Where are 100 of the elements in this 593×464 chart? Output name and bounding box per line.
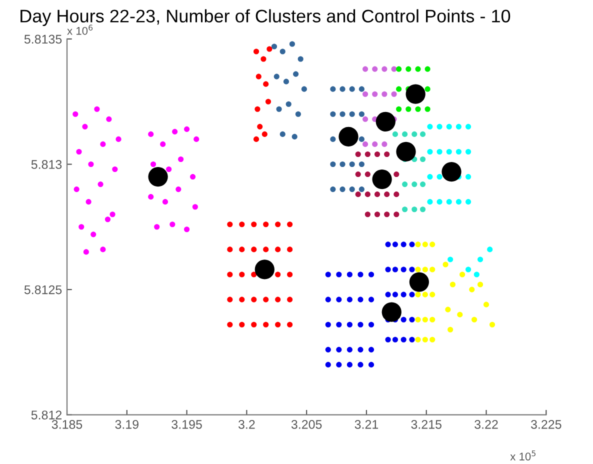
point [253,48,260,54]
point [148,194,154,200]
point [336,296,342,302]
point [364,172,370,178]
point [409,336,415,342]
point [227,272,233,278]
point [427,174,433,180]
point [330,186,336,192]
point [100,246,106,252]
point [412,182,418,188]
point [450,282,456,288]
point [364,212,370,218]
point [340,111,346,117]
point [460,272,466,278]
point [427,124,433,130]
point [430,242,436,248]
point [372,141,378,147]
point [253,136,260,142]
point [402,206,408,212]
point [368,272,374,278]
x-tick-label: 3.205 [291,420,322,429]
point [100,141,106,147]
point [325,362,331,368]
point [289,41,295,47]
point [400,266,406,272]
point [110,212,116,218]
point [104,216,111,222]
point [227,296,233,302]
point [400,316,406,322]
point [160,141,166,147]
point [346,322,352,328]
point [90,232,96,238]
point [330,136,336,142]
point [358,186,364,192]
point [394,172,400,178]
point [466,199,472,205]
point [340,86,346,92]
point [358,272,364,278]
x-tick-label: 3.19 [115,420,138,429]
point [420,156,426,162]
point [194,136,200,142]
point [422,242,428,248]
point [466,124,472,130]
point [384,151,390,158]
point [384,212,390,218]
point [374,192,380,198]
x-tick-label: 3.21 [354,420,378,429]
point [83,249,89,255]
y-tick-label: 5.8135 [24,34,62,44]
point [72,111,78,117]
point [427,148,433,155]
point [106,116,112,122]
point [368,296,374,302]
point [422,292,428,298]
point [184,226,190,232]
point [88,161,94,168]
point [472,316,478,322]
point [116,136,122,142]
point [280,48,286,54]
point [271,44,278,50]
point [287,246,293,252]
point [477,282,484,288]
point [358,136,364,142]
point [385,266,391,272]
point [166,166,172,172]
text: x 10$^{6}$ [67,24,93,35]
point [74,186,80,192]
point [349,86,355,92]
point [358,322,364,328]
point [276,106,282,112]
point [355,192,361,198]
point [436,199,442,205]
point [394,192,400,198]
x-tick-label: 3.225 [530,420,562,429]
point [325,272,331,278]
point [436,174,442,180]
point [239,322,245,328]
point [422,336,428,342]
point [409,316,415,322]
point [385,292,391,298]
point [436,148,442,155]
point [415,266,421,272]
point [325,346,331,352]
point [86,199,92,205]
point [456,148,462,155]
point [150,161,156,168]
point [430,266,436,272]
point [362,141,368,147]
point [239,222,245,228]
point [412,131,418,137]
point [424,86,430,92]
point [263,296,269,302]
point [346,296,352,302]
point [162,199,168,205]
point [349,161,355,168]
point [374,151,380,158]
point [368,346,374,352]
point [355,151,361,158]
point [98,182,104,188]
point [286,101,292,107]
